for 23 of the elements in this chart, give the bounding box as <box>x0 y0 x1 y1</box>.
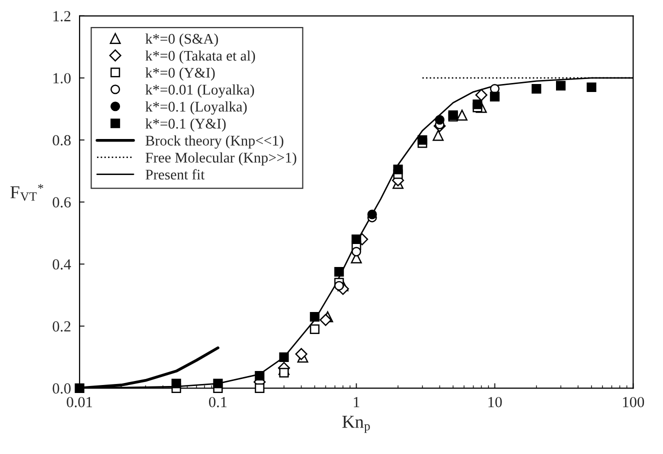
x-tick-label: 0.01 <box>66 396 92 408</box>
x-axis-title: Kn$_{p}$ <box>342 416 370 433</box>
y-tick-label: 0.8 <box>52 135 71 146</box>
legend-label: k*=0.1 (Y&I) <box>145 118 226 132</box>
legend-label: k*=0 (Takata et al) <box>145 50 255 64</box>
x-tick-label: 0.1 <box>208 396 227 408</box>
x-tick-label: 100 <box>623 396 644 408</box>
legend-label: k*=0.1 (Loyalka) <box>145 101 247 115</box>
legend-label: Present fit <box>146 169 205 180</box>
y-tick-label: 1.0 <box>53 73 71 84</box>
legend-label: Free Molecular (Knp>>1) <box>146 152 296 166</box>
x-tick-label: 1 <box>354 397 360 408</box>
legend-label: Brock theory (Knp<<1) <box>146 135 284 149</box>
y-axis-title: F$_{VT}$$^{*}$ <box>10 184 44 201</box>
legend-label: k*=0.01 (Loyalka) <box>145 84 254 98</box>
x-tick-label: 10 <box>488 396 502 408</box>
legend-label: k*=0 (S&A) <box>145 33 218 47</box>
y-tick-label: 0.2 <box>52 321 70 332</box>
y-tick-label: 0.4 <box>52 259 71 270</box>
y-tick-label: 1.2 <box>53 11 70 22</box>
y-tick-label: 0.0 <box>52 383 71 394</box>
y-tick-label: 0.6 <box>52 197 71 208</box>
legend-label: k*=0 (Y&I) <box>145 67 215 81</box>
